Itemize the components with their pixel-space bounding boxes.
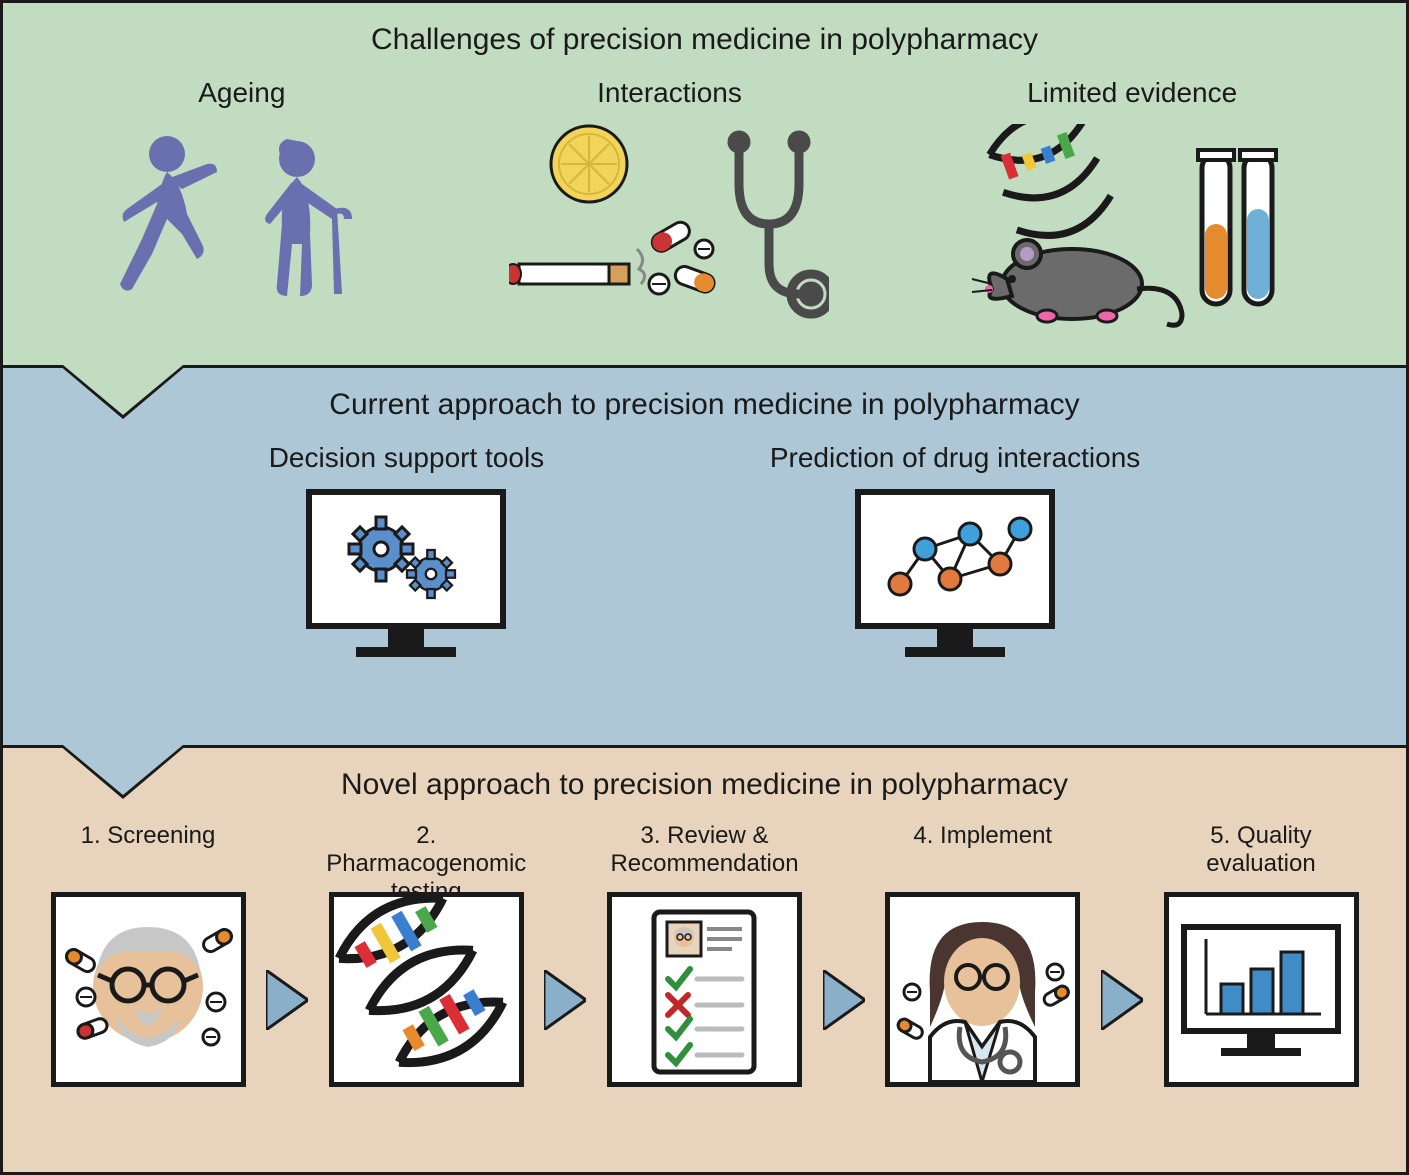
doctor-icon	[890, 897, 1075, 1082]
monitor-gears	[306, 489, 506, 657]
item-decision-tools: Decision support tools	[269, 442, 544, 657]
card-screening	[51, 892, 246, 1087]
interactions-label: Interactions	[597, 77, 742, 109]
chevron-connector-1	[63, 365, 183, 415]
gears-icon	[336, 509, 476, 609]
step-5: 5. Quality evaluation	[1156, 822, 1366, 1087]
review-icon	[612, 897, 797, 1082]
screening-icon	[56, 897, 241, 1082]
monitor-network	[855, 489, 1055, 657]
arrow-3	[823, 970, 865, 1030]
drug-interactions-label: Prediction of drug interactions	[770, 442, 1140, 474]
chevron-connector-2	[63, 745, 183, 795]
barchart-icon	[1196, 934, 1326, 1024]
step-4-label: 4. Implement	[913, 822, 1052, 892]
step-3-label: 3. Review & Recommendation	[600, 822, 810, 892]
card-quality	[1164, 892, 1359, 1087]
network-icon	[875, 504, 1035, 614]
panel-current: Current approach to precision medicine i…	[0, 368, 1409, 748]
challenges-title: Challenges of precision medicine in poly…	[43, 23, 1366, 57]
item-evidence: Limited evidence	[967, 77, 1297, 334]
step-1-label: 1. Screening	[81, 822, 216, 892]
step-3: 3. Review & Recommendation	[600, 822, 810, 1087]
item-drug-interactions: Prediction of drug interactions	[770, 442, 1140, 657]
ageing-label: Ageing	[198, 77, 285, 109]
card-implement	[885, 892, 1080, 1087]
current-title: Current approach to precision medicine i…	[43, 388, 1366, 422]
item-ageing: Ageing	[112, 77, 372, 314]
arrow-2	[544, 970, 586, 1030]
evidence-label: Limited evidence	[1027, 77, 1237, 109]
panel-challenges: Challenges of precision medicine in poly…	[0, 0, 1409, 368]
step-5-label: 5. Quality evaluation	[1156, 822, 1366, 892]
novel-title: Novel approach to precision medicine in …	[43, 768, 1366, 802]
dna-icon	[334, 897, 519, 1082]
item-interactions: Interactions	[509, 77, 829, 324]
interactions-icon	[509, 124, 829, 324]
step-1: 1. Screening	[43, 822, 253, 1087]
monitor-bars	[1181, 924, 1341, 1056]
ageing-icon	[112, 124, 372, 314]
current-row: Decision support tools	[43, 442, 1366, 657]
step-2: 2. Pharmacogenomic testing	[321, 822, 531, 1087]
evidence-icon	[967, 124, 1297, 334]
card-pgx	[329, 892, 524, 1087]
step-4: 4. Implement	[878, 822, 1088, 1087]
step-2-label: 2. Pharmacogenomic testing	[321, 822, 531, 892]
card-review	[607, 892, 802, 1087]
panel-novel: Novel approach to precision medicine in …	[0, 748, 1409, 1175]
arrow-1	[266, 970, 308, 1030]
decision-tools-label: Decision support tools	[269, 442, 544, 474]
challenges-row: Ageing	[43, 77, 1366, 334]
arrow-4	[1101, 970, 1143, 1030]
novel-row: 1. Screening	[43, 822, 1366, 1087]
